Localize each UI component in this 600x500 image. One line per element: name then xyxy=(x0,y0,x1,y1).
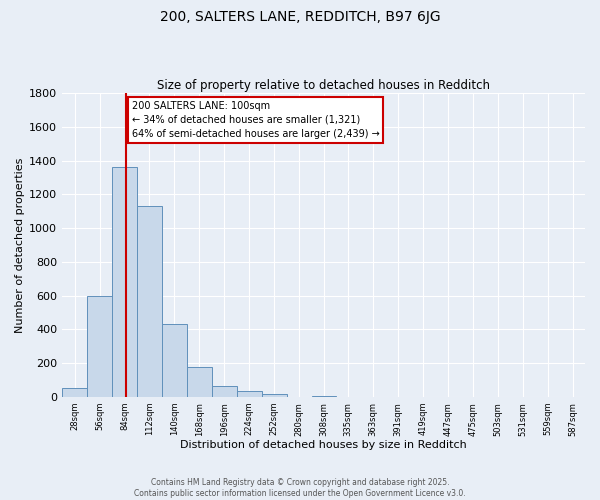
Bar xyxy=(212,386,237,397)
Bar xyxy=(112,168,137,397)
Bar xyxy=(162,324,187,397)
Title: Size of property relative to detached houses in Redditch: Size of property relative to detached ho… xyxy=(157,79,490,92)
Bar xyxy=(87,296,112,397)
Text: 200, SALTERS LANE, REDDITCH, B97 6JG: 200, SALTERS LANE, REDDITCH, B97 6JG xyxy=(160,10,440,24)
Y-axis label: Number of detached properties: Number of detached properties xyxy=(15,158,25,333)
Bar xyxy=(262,394,287,397)
Bar xyxy=(187,368,212,397)
Bar xyxy=(311,396,337,397)
X-axis label: Distribution of detached houses by size in Redditch: Distribution of detached houses by size … xyxy=(180,440,467,450)
Bar xyxy=(137,206,162,397)
Text: 200 SALTERS LANE: 100sqm
← 34% of detached houses are smaller (1,321)
64% of sem: 200 SALTERS LANE: 100sqm ← 34% of detach… xyxy=(131,101,379,139)
Bar xyxy=(237,391,262,397)
Text: Contains HM Land Registry data © Crown copyright and database right 2025.
Contai: Contains HM Land Registry data © Crown c… xyxy=(134,478,466,498)
Bar xyxy=(62,388,87,397)
